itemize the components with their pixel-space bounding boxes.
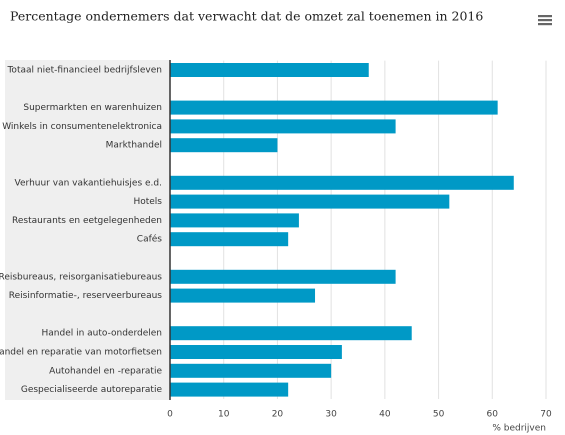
y-tick-label: Handel in auto-onderdelen [42,329,163,339]
y-tick-label: Winkels in consumentenelektronica [2,122,162,132]
y-tick-label: Reisinformatie-, reserveerbureaus [9,291,163,301]
bar [170,119,396,134]
x-tick-label: 50 [433,410,445,420]
bar [170,363,332,378]
bar [170,326,412,341]
bar [170,269,396,284]
bar [170,382,289,397]
y-tick-label: Gespecialiseerde autoreparatie [21,385,163,395]
bar [170,100,498,115]
x-tick-label: 70 [540,410,552,420]
y-tick-label: Autohandel en -reparatie [49,366,162,376]
y-tick-label: Markthandel [106,141,162,151]
bar [170,232,289,247]
bar [170,213,299,228]
bar [170,345,342,359]
y-tick-label: Restaurants en eetgelegenheden [12,216,162,226]
y-tick-label: Cafés [137,234,163,245]
chart-title: Percentage ondernemers dat verwacht dat … [10,9,483,24]
x-tick-label: 30 [325,410,337,420]
menu-bar[interactable] [538,15,552,18]
x-tick-label: 20 [272,410,284,420]
bar [170,63,369,77]
menu-bar[interactable] [538,23,552,26]
x-tick-label: 10 [218,410,230,420]
bar [170,138,278,153]
y-tick-label: Totaal niet-financieel bedrijfsleven [6,66,162,76]
y-tick-label: Hotels [133,197,162,207]
y-tick-label: Handel en reparatie van motorfietsen [0,348,162,358]
label-panel [5,60,170,400]
y-tick-label: Verhuur van vakantiehuisjes e.d. [15,178,162,188]
bar [170,288,316,303]
menu-icon[interactable] [538,15,552,26]
x-tick-label: 40 [379,410,391,420]
bar [170,194,450,209]
y-tick-label: Supermarkten en warenhuizen [23,103,162,113]
y-tick-label: Reisbureaus, reisorganisatiebureaus [0,272,162,282]
x-axis-title: % bedrijven [492,424,546,434]
menu-bar[interactable] [538,19,552,22]
x-tick-label: 0 [167,410,173,420]
x-tick-label: 60 [487,410,499,420]
bar [170,175,514,190]
